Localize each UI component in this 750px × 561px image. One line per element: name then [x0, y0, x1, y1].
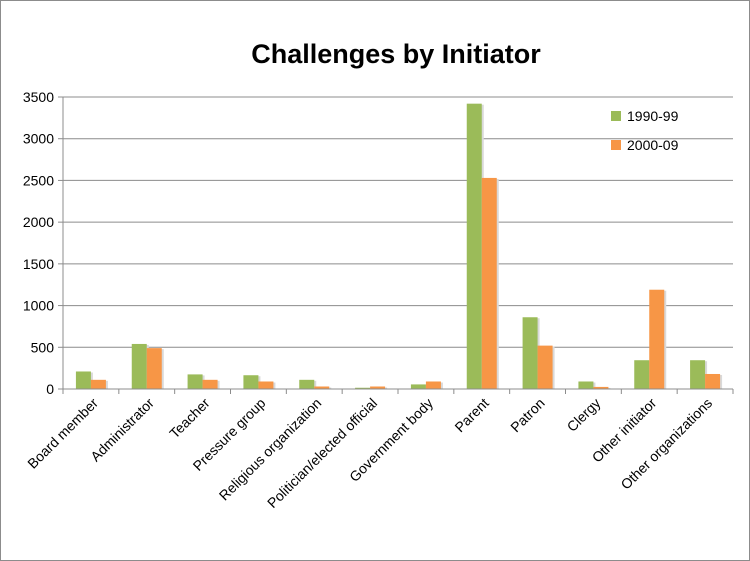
bar: [425, 381, 441, 389]
bar: [355, 387, 371, 389]
y-tick-label: 3500: [23, 89, 54, 105]
bar: [258, 381, 274, 389]
bar: [410, 384, 426, 389]
y-tick-label: 0: [46, 381, 54, 397]
x-tick-label: Religious organization: [216, 395, 325, 504]
bar: [202, 379, 218, 389]
y-tick-label: 1000: [23, 298, 54, 314]
bar: [705, 373, 721, 389]
x-tick-label: Teacher: [166, 395, 213, 442]
chart-title: Challenges by Initiator: [251, 39, 541, 69]
bar: [634, 360, 650, 389]
bars: [75, 103, 723, 389]
bar: [593, 386, 609, 389]
bar: [690, 360, 706, 389]
bar: [481, 177, 497, 389]
x-tick-label: Board member: [24, 395, 101, 472]
bar: [243, 375, 259, 389]
legend-label: 1990-99: [627, 108, 679, 124]
bar: [131, 343, 147, 389]
y-axis-ticks: 0 500 1000 1500 2000 2500 3000 3500: [23, 89, 54, 397]
x-tick-label: Clergy: [564, 395, 604, 435]
x-tick-label: Patron: [507, 395, 547, 435]
bar: [146, 348, 162, 389]
y-tick-label: 500: [31, 339, 55, 355]
bar: [649, 289, 665, 389]
y-tick-label: 2000: [23, 214, 54, 230]
bar: [466, 103, 482, 389]
bar: [75, 371, 91, 389]
bar: [522, 317, 538, 389]
bar: [578, 381, 594, 389]
legend-swatch: [611, 111, 621, 121]
axes: [62, 97, 734, 394]
x-tick-label: Parent: [451, 395, 492, 436]
gridlines: [58, 96, 733, 390]
y-tick-label: 2500: [23, 172, 54, 188]
bar: [314, 386, 330, 389]
legend: 1990-99 2000-09: [611, 108, 679, 153]
y-tick-label: 1500: [23, 256, 54, 272]
bar: [537, 345, 553, 389]
y-tick-label: 3000: [23, 131, 54, 147]
bar: [90, 379, 106, 389]
x-tick-label: Politician/elected official: [264, 395, 380, 511]
bar: [187, 374, 203, 389]
bar: [299, 379, 315, 389]
bar: [370, 386, 386, 389]
legend-label: 2000-09: [627, 137, 679, 153]
legend-swatch: [611, 140, 621, 150]
